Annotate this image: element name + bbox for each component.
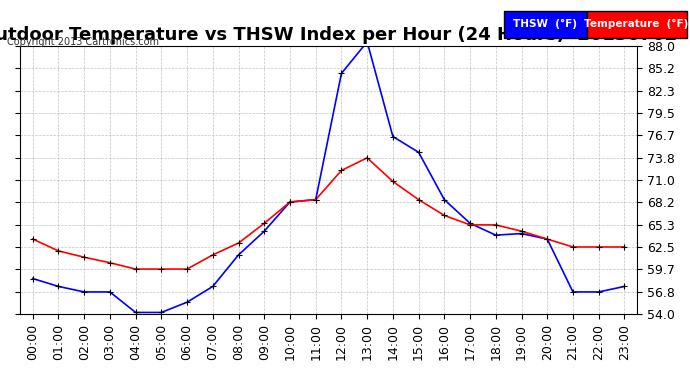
Text: THSW  (°F): THSW (°F)	[513, 20, 577, 29]
Title: Outdoor Temperature vs THSW Index per Hour (24 Hours)  20130702: Outdoor Temperature vs THSW Index per Ho…	[0, 26, 677, 44]
Text: Temperature  (°F): Temperature (°F)	[584, 20, 689, 29]
Text: Copyright 2013 Cartronics.com: Copyright 2013 Cartronics.com	[7, 37, 159, 47]
